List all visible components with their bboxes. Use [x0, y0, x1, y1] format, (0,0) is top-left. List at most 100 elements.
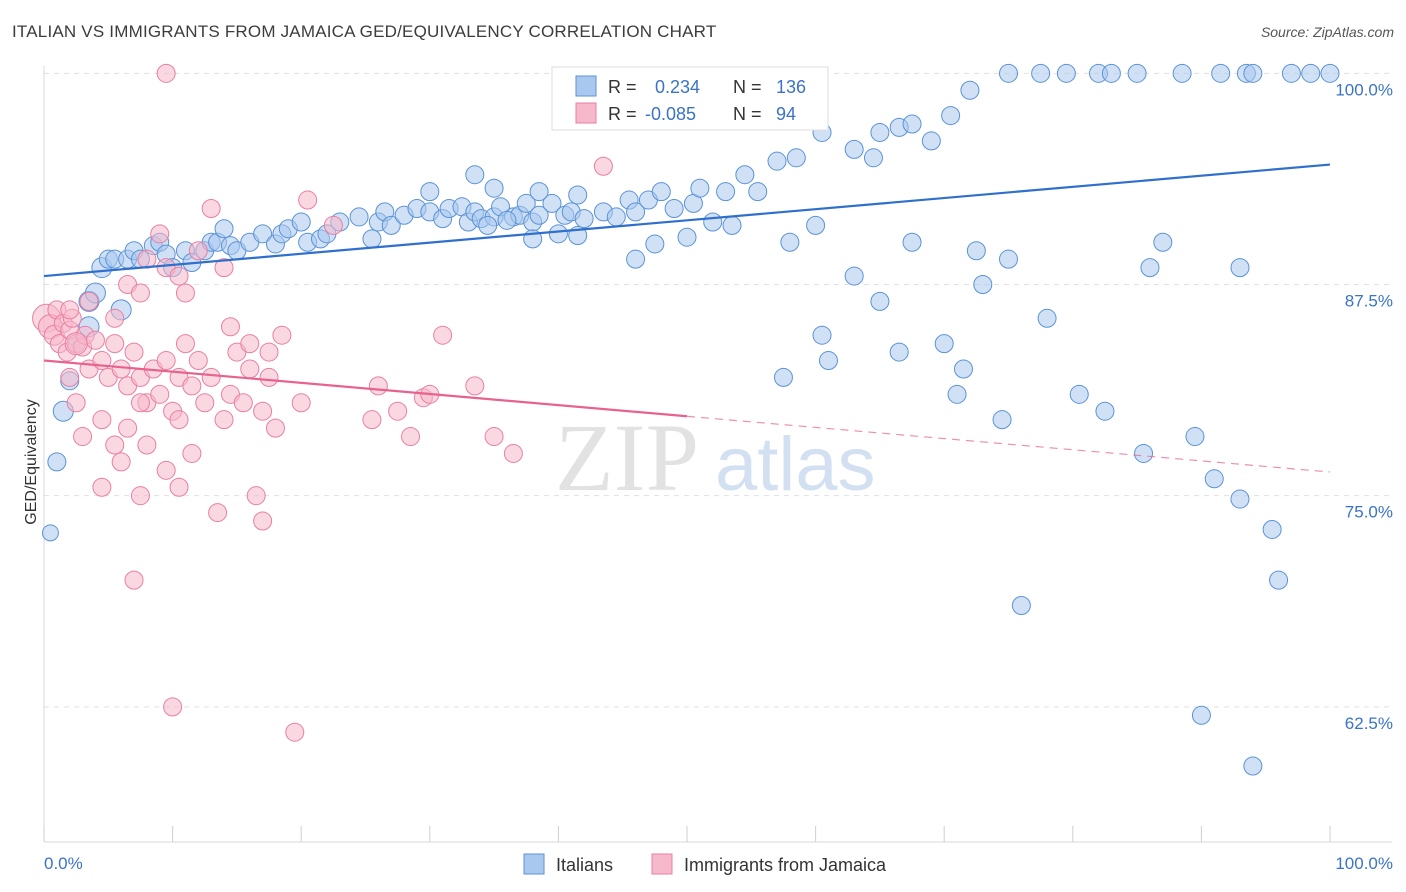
point-jamaica — [323, 215, 343, 235]
point-jamaica — [246, 486, 266, 506]
point-jamaica — [156, 460, 176, 480]
point-italians — [1269, 570, 1289, 590]
point-jamaica — [503, 443, 523, 463]
point-jamaica — [465, 376, 485, 396]
point-jamaica — [188, 351, 208, 371]
legend-n-label-2: N = — [733, 104, 762, 124]
point-italians — [574, 209, 594, 229]
point-jamaica — [240, 334, 260, 354]
chart-source: Source: ZipAtlas.com — [1260, 24, 1394, 40]
x-tick-label-min: 0.0% — [44, 854, 83, 873]
point-italians — [780, 232, 800, 252]
point-italians — [934, 334, 954, 354]
point-jamaica — [124, 342, 144, 362]
point-jamaica — [484, 427, 504, 447]
point-italians — [1069, 384, 1089, 404]
point-italians — [1281, 63, 1301, 83]
point-jamaica — [111, 359, 131, 379]
point-italians — [1153, 232, 1173, 252]
point-jamaica — [130, 486, 150, 506]
point-italians — [690, 178, 710, 198]
point-italians — [1101, 63, 1121, 83]
point-italians — [1031, 63, 1051, 83]
y-axis-label: GED/Equivalency — [23, 399, 40, 524]
point-jamaica — [169, 477, 189, 497]
point-jamaica — [137, 249, 157, 269]
point-jamaica — [105, 308, 125, 328]
y-tick-label: 62.5% — [1345, 714, 1393, 733]
bottom-legend: Italians Immigrants from Jamaica — [523, 853, 887, 875]
point-italians — [349, 207, 369, 227]
point-italians — [291, 212, 311, 232]
chart-title: ITALIAN VS IMMIGRANTS FROM JAMAICA GED/E… — [12, 22, 717, 41]
point-italians — [722, 215, 742, 235]
point-italians — [735, 165, 755, 185]
point-italians — [703, 212, 723, 232]
watermark: ZIP atlas — [555, 404, 876, 511]
point-italians — [1011, 595, 1031, 615]
trend-layer — [43, 163, 1331, 473]
legend-n-label-1: N = — [733, 77, 762, 97]
point-italians — [1320, 63, 1340, 83]
point-jamaica — [118, 418, 138, 438]
point-jamaica — [85, 330, 105, 350]
point-jamaica — [259, 342, 279, 362]
point-italians — [1134, 443, 1154, 463]
grid-layer — [44, 72, 1392, 708]
point-italians — [818, 351, 838, 371]
correlation-legend: R = 0.234 N = 136 R = -0.085 N = 94 — [551, 66, 829, 131]
point-italians — [41, 524, 59, 542]
point-italians — [953, 359, 973, 379]
point-italians — [1140, 258, 1160, 278]
point-jamaica — [175, 283, 195, 303]
watermark-atlas: atlas — [715, 422, 876, 507]
point-italians — [626, 202, 646, 222]
point-jamaica — [368, 376, 388, 396]
point-italians — [1185, 427, 1205, 447]
legend-swatch-jamaica — [575, 102, 597, 124]
point-italians — [992, 410, 1012, 430]
point-italians — [1262, 519, 1282, 539]
point-italians — [773, 367, 793, 387]
point-italians — [863, 148, 883, 168]
point-italians — [516, 193, 536, 213]
point-jamaica — [169, 266, 189, 286]
axis-layer: 100.0% 87.5% 75.0% 62.5% 0.0% 100.0% — [43, 66, 1393, 873]
point-jamaica — [208, 503, 228, 523]
point-italians — [529, 182, 549, 202]
point-italians — [478, 215, 498, 235]
point-jamaica — [182, 443, 202, 463]
point-italians — [548, 224, 568, 244]
point-italians — [870, 291, 890, 311]
point-jamaica — [60, 300, 80, 320]
point-italians — [921, 131, 941, 151]
point-italians — [420, 182, 440, 202]
point-italians — [1037, 308, 1057, 328]
legend-swatch-italians — [575, 75, 597, 97]
point-italians — [786, 148, 806, 168]
legend-r-label-2: R = — [608, 104, 637, 124]
point-italians — [1230, 489, 1250, 509]
point-italians — [973, 275, 993, 295]
point-italians — [651, 182, 671, 202]
point-italians — [1172, 63, 1192, 83]
point-italians — [870, 122, 890, 142]
bottom-legend-swatch-italians — [523, 853, 545, 875]
point-italians — [960, 80, 980, 100]
point-jamaica — [150, 384, 170, 404]
points-layer — [32, 63, 1340, 776]
point-jamaica — [272, 325, 292, 345]
bottom-legend-label-italians: Italians — [556, 855, 613, 875]
point-italians — [966, 241, 986, 261]
point-jamaica — [259, 367, 279, 387]
point-jamaica — [182, 376, 202, 396]
watermark-zip: ZIP — [555, 404, 699, 511]
point-jamaica — [201, 198, 221, 218]
point-italians — [902, 114, 922, 134]
point-jamaica — [253, 401, 273, 421]
point-italians — [806, 215, 826, 235]
point-jamaica — [285, 722, 305, 742]
point-jamaica — [240, 359, 260, 379]
legend-n-value-1: 136 — [776, 77, 806, 97]
